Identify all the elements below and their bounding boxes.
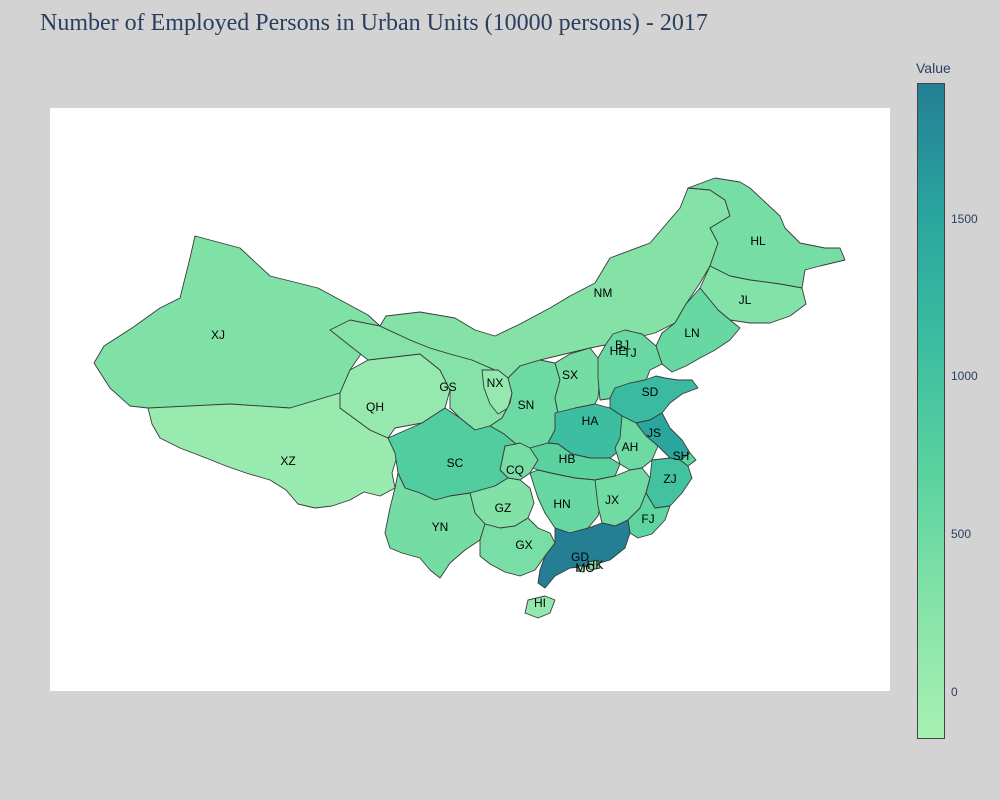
region-label-sx: SX — [562, 368, 578, 382]
region-hk[interactable] — [587, 559, 601, 571]
region-label-sd: SD — [642, 385, 659, 399]
region-label-sh: SH — [673, 449, 690, 463]
region-label-he: HE — [610, 344, 627, 358]
region-hi[interactable] — [524, 595, 556, 619]
region-label-fj: FJ — [641, 512, 654, 526]
region-label-gs: GS — [439, 380, 456, 394]
region-label-xj: XJ — [211, 328, 225, 342]
colorbar-tick: 1500 — [951, 211, 978, 226]
region-label-gz: GZ — [495, 501, 512, 515]
colorbar-tick: 500 — [951, 527, 972, 541]
region-gd[interactable] — [537, 519, 631, 589]
region-label-sn: SN — [518, 398, 535, 412]
region-label-jl: JL — [739, 293, 752, 307]
region-label-hi: HI — [534, 596, 546, 610]
region-xj[interactable] — [93, 235, 381, 409]
map-panel: XJ XZ QH GS NM NX SN SX HL JL LN BJ TJ HE SD HA JS SH AH HB… — [50, 108, 890, 691]
chart-title: Number of Employed Persons in Urban Unit… — [40, 10, 708, 36]
region-label-hl: HL — [750, 234, 766, 248]
colorbar-title: Value — [916, 60, 951, 76]
region-he[interactable] — [597, 329, 663, 401]
region-label-gx: GX — [515, 538, 532, 552]
region-label-xz: XZ — [280, 454, 295, 468]
region-label-ln: LN — [684, 326, 699, 340]
region-fj[interactable] — [627, 492, 671, 539]
colorbar-tick: 0 — [951, 684, 958, 699]
region-label-jx: JX — [605, 493, 619, 507]
region-label-nx: NX — [487, 376, 504, 390]
region-label-js: JS — [647, 426, 661, 440]
region-label-nm: NM — [594, 286, 613, 300]
region-hl[interactable] — [687, 177, 846, 289]
region-label-cq: CQ — [506, 463, 524, 477]
colorbar — [917, 83, 945, 739]
region-label-mo: MO — [575, 561, 594, 575]
region-mo[interactable] — [577, 565, 586, 573]
region-label-sc: SC — [447, 456, 464, 470]
region-label-bj: BJ — [615, 338, 629, 352]
region-label-zj: ZJ — [663, 472, 676, 486]
colorbar-tick: 1000 — [951, 369, 978, 384]
region-label-yn: YN — [432, 520, 449, 534]
region-label-hk: HK — [587, 558, 604, 572]
region-label-ha: HA — [582, 414, 599, 428]
region-label-hn: HN — [553, 497, 570, 511]
region-zj[interactable] — [645, 457, 693, 509]
region-label-tj: TJ — [623, 346, 636, 360]
region-label-ah: AH — [622, 440, 639, 454]
region-label-hb: HB — [559, 452, 576, 466]
region-label-gd: GD — [571, 550, 589, 564]
region-label-qh: QH — [366, 400, 384, 414]
region-yn[interactable] — [384, 472, 486, 579]
region-hn[interactable] — [529, 469, 603, 534]
